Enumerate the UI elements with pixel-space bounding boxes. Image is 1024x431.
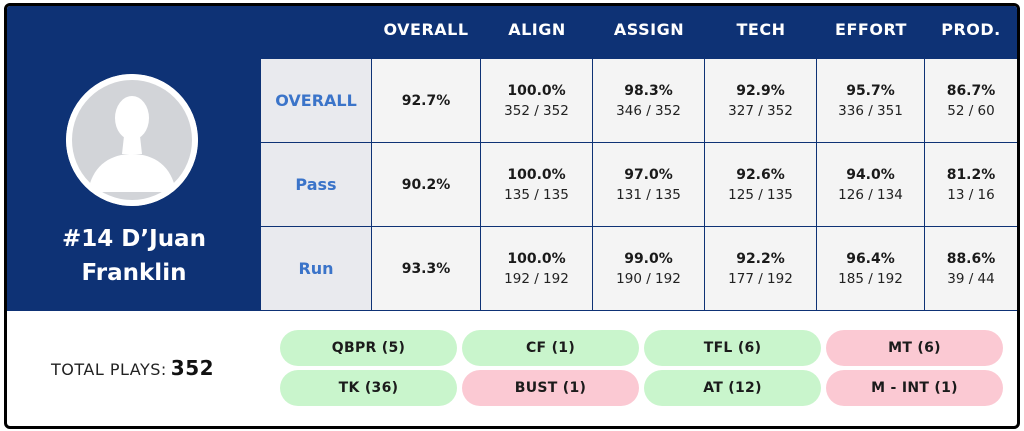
cell-run-effort: 96.4% 185 / 192 (817, 227, 924, 310)
stat-badge-bust: BUST (1) (462, 370, 639, 406)
cell-run-align: 100.0% 192 / 192 (481, 227, 592, 310)
column-header-tech: TECH (736, 20, 786, 39)
stat-badge-at: AT (12) (644, 370, 821, 406)
cell-frac: 336 / 351 (838, 102, 903, 119)
stat-badge-m-int: M - INT (1) (826, 370, 1003, 406)
cell-pct: 100.0% (507, 166, 566, 183)
row-label-pass: Pass (261, 143, 371, 226)
cell-run-assign: 99.0% 190 / 192 (593, 227, 704, 310)
cell-overall-overall: 92.7% (372, 59, 480, 142)
cell-frac: 135 / 135 (504, 186, 569, 203)
column-header-prod: PROD. (941, 20, 1001, 39)
row-label-run: Run (261, 227, 371, 310)
cell-frac: 131 / 135 (616, 186, 681, 203)
cell-pct: 96.4% (846, 250, 895, 267)
total-plays-label: TOTAL PLAYS: (51, 360, 167, 379)
cell-pass-overall: 90.2% (372, 143, 480, 226)
total-plays-value: 352 (170, 356, 215, 380)
cell-pct: 98.3% (624, 82, 673, 99)
cell-frac: 327 / 352 (728, 102, 793, 119)
cell-frac: 352 / 352 (504, 102, 569, 119)
cell-overall-effort: 95.7% 336 / 351 (817, 59, 924, 142)
cell-overall-tech: 92.9% 327 / 352 (705, 59, 816, 142)
cell-overall-align: 100.0% 352 / 352 (481, 59, 592, 142)
stat-badge-qbpr: QBPR (5) (280, 330, 457, 366)
cell-run-tech: 92.2% 177 / 192 (705, 227, 816, 310)
cell-frac: 346 / 352 (616, 102, 681, 119)
cell-frac: 190 / 192 (616, 270, 681, 287)
column-header-assign: ASSIGN (613, 20, 685, 39)
cell-pct: 100.0% (507, 250, 566, 267)
cell-frac: 177 / 192 (728, 270, 793, 287)
cell-pct: 92.6% (736, 166, 785, 183)
cell-run-prod: 88.6% 39 / 44 (925, 227, 1017, 310)
grade-table: OVERALL 92.7% 100.0% 352 / 352 98.3% 346 /… (261, 59, 1017, 311)
cell-pct: 100.0% (507, 82, 566, 99)
cell-pass-tech: 92.6% 125 / 135 (705, 143, 816, 226)
cell-frac: 126 / 134 (838, 186, 903, 203)
cell-frac: 13 / 16 (947, 186, 995, 203)
stat-badge-cf: CF (1) (462, 330, 639, 366)
cell-pct: 99.0% (624, 250, 673, 267)
cell-pass-assign: 97.0% 131 / 135 (593, 143, 704, 226)
cell-pct: 97.0% (624, 166, 673, 183)
cell-pct: 95.7% (846, 82, 895, 99)
cell-frac: 125 / 135 (728, 186, 793, 203)
cell-pct: 88.6% (946, 250, 996, 267)
player-info: #14 D’Juan Franklin (7, 6, 261, 311)
stat-badge-mt: MT (6) (826, 330, 1003, 366)
total-plays: TOTAL PLAYS: 352 (51, 356, 214, 380)
cell-pct: 90.2% (401, 176, 451, 193)
player-name-line2: Franklin (81, 260, 187, 286)
cell-run-overall: 93.3% (372, 227, 480, 310)
person-silhouette-icon (66, 74, 198, 206)
stat-badge-tfl: TFL (6) (644, 330, 821, 366)
cell-pass-effort: 94.0% 126 / 134 (817, 143, 924, 226)
cell-pct: 93.3% (401, 260, 451, 277)
column-header-align: ALIGN (508, 20, 566, 39)
cell-overall-assign: 98.3% 346 / 352 (593, 59, 704, 142)
player-grade-card: #14 D’Juan Franklin OVERALL ALIGN ASSIGN… (4, 3, 1020, 429)
cell-frac: 52 / 60 (947, 102, 995, 119)
player-name-line1: #14 D’Juan (62, 226, 206, 252)
row-label-overall: OVERALL (261, 59, 371, 142)
cell-frac: 39 / 44 (947, 270, 995, 287)
cell-pct: 81.2% (946, 166, 996, 183)
stat-badge-tk: TK (36) (280, 370, 457, 406)
column-header-effort: EFFORT (835, 20, 907, 39)
column-header-overall: OVERALL (383, 20, 469, 39)
player-name: #14 D’Juan Franklin (7, 222, 261, 290)
cell-pass-align: 100.0% 135 / 135 (481, 143, 592, 226)
grade-header-panel: #14 D’Juan Franklin OVERALL ALIGN ASSIGN… (7, 6, 1017, 311)
cell-pct: 92.9% (736, 82, 785, 99)
player-avatar (66, 74, 198, 206)
cell-pct: 92.2% (736, 250, 785, 267)
cell-overall-prod: 86.7% 52 / 60 (925, 59, 1017, 142)
cell-pct: 94.0% (846, 166, 895, 183)
cell-frac: 192 / 192 (504, 270, 569, 287)
cell-pass-prod: 81.2% 13 / 16 (925, 143, 1017, 226)
cell-pct: 86.7% (946, 82, 996, 99)
cell-frac: 185 / 192 (838, 270, 903, 287)
cell-pct: 92.7% (401, 92, 451, 109)
